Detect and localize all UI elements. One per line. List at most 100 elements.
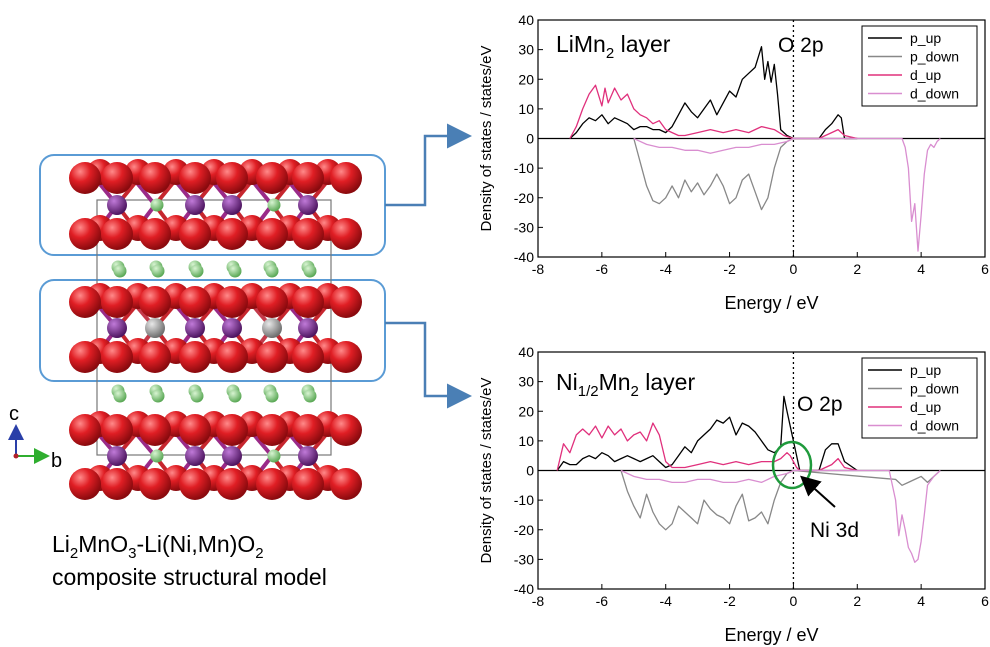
- manganese-atom: [185, 195, 205, 215]
- oxygen-atom: [179, 286, 211, 318]
- chart-title-ni-mn2: Ni1/2Mn2 layer: [556, 369, 695, 400]
- oxygen-atom: [69, 218, 101, 250]
- legend-label: p_down: [910, 49, 959, 65]
- lithium-atom: [190, 264, 204, 278]
- oxygen-atom: [69, 341, 101, 373]
- manganese-atom: [222, 318, 242, 338]
- x-tick-label: 2: [853, 593, 861, 609]
- legend-label: d_up: [910, 399, 941, 415]
- oxygen-atom: [101, 341, 133, 373]
- lithium-atom: [113, 264, 127, 278]
- x-tick-label: -4: [659, 261, 672, 277]
- series-line-d-up: [556, 422, 858, 472]
- oxygen-atom: [292, 341, 324, 373]
- legend-label: d_up: [910, 67, 941, 83]
- y-tick-label: 20: [518, 71, 534, 87]
- oxygen-atom: [292, 162, 324, 194]
- y-tick-label: 0: [526, 131, 534, 147]
- oxygen-atom: [139, 286, 171, 318]
- oxygen-atom: [101, 414, 133, 446]
- oxygen-atom: [216, 414, 248, 446]
- y-tick-label: 10: [518, 101, 534, 117]
- y-tick-label: -20: [514, 522, 534, 538]
- lithium-atom: [267, 449, 281, 463]
- chart-title-limn2: LiMn2 layer: [556, 31, 671, 62]
- x-axis-label: Energy / eV: [724, 293, 818, 313]
- manganese-atom: [107, 446, 127, 466]
- crystal-structure-model: [39, 154, 386, 500]
- oxygen-atom: [292, 414, 324, 446]
- series-line-d-up: [569, 84, 858, 140]
- manganese-atom: [185, 446, 205, 466]
- model-caption-formula: Li2MnO3-Li(Ni,Mn)O2: [52, 531, 264, 562]
- legend-box: [861, 357, 978, 439]
- oxygen-atom: [69, 414, 101, 446]
- oxygen-atom: [292, 468, 324, 500]
- legend-label: p_down: [910, 381, 959, 397]
- oxygen-atom: [69, 286, 101, 318]
- x-tick-label: -6: [596, 261, 609, 277]
- oxygen-atom: [292, 218, 324, 250]
- manganese-atom: [222, 446, 242, 466]
- manganese-atom: [107, 195, 127, 215]
- lithium-atom: [113, 389, 127, 403]
- series-line-d-down: [633, 137, 941, 252]
- x-axis-label: Energy / eV: [724, 625, 818, 645]
- lithium-atom: [303, 264, 317, 278]
- oxygen-atom: [139, 162, 171, 194]
- connector-arrow-top: [385, 123, 472, 207]
- oxygen-atom: [216, 341, 248, 373]
- lithium-atom: [228, 264, 242, 278]
- y-tick-label: 30: [518, 374, 534, 390]
- oxygen-atom: [330, 414, 362, 446]
- nickel-atom: [145, 318, 165, 338]
- oxygen-atom: [139, 341, 171, 373]
- oxygen-atom: [330, 341, 362, 373]
- manganese-atom: [298, 195, 318, 215]
- oxygen-atom: [256, 286, 288, 318]
- ni3d-callout-label: Ni 3d: [810, 519, 859, 542]
- y-tick-label: 10: [518, 433, 534, 449]
- y-axis-label: Density of states / states/eV: [478, 46, 495, 232]
- y-tick-label: -40: [514, 249, 534, 265]
- series-line-p-down: [620, 469, 941, 531]
- x-tick-label: -4: [659, 593, 672, 609]
- oxygen-atom: [330, 468, 362, 500]
- axis-indicator: c b: [8, 403, 62, 472]
- oxygen-atom: [101, 468, 133, 500]
- y-tick-label: 40: [518, 344, 534, 360]
- oxygen-atom: [216, 468, 248, 500]
- x-tick-label: -8: [532, 593, 545, 609]
- oxygen-atom: [256, 162, 288, 194]
- lithium-atom: [303, 389, 317, 403]
- oxygen-atom: [292, 286, 324, 318]
- nickel-atom: [262, 318, 282, 338]
- x-tick-label: 4: [917, 261, 925, 277]
- x-tick-label: 0: [790, 261, 798, 277]
- manganese-atom: [298, 446, 318, 466]
- oxygen-atom: [179, 162, 211, 194]
- legend-box: [861, 25, 978, 107]
- oxygen-atom: [216, 162, 248, 194]
- legend-label: p_up: [910, 30, 941, 46]
- oxygen-atom: [330, 162, 362, 194]
- oxygen-atom: [256, 218, 288, 250]
- axis-b-label: b: [51, 450, 62, 472]
- oxygen-atom: [216, 218, 248, 250]
- lithium-atom: [267, 198, 281, 212]
- model-caption-text: composite structural model: [52, 564, 327, 590]
- unit-cell-outline: [96, 199, 332, 456]
- oxygen-atom: [256, 468, 288, 500]
- oxygen-atom: [101, 162, 133, 194]
- x-tick-label: -2: [723, 261, 736, 277]
- legend-label: d_down: [910, 418, 959, 434]
- oxygen-atom: [216, 286, 248, 318]
- x-tick-label: 4: [917, 593, 925, 609]
- y-axis-label: Density of states / states/eV: [478, 378, 495, 564]
- o2p-annotation-ni-mn2: O 2p: [797, 393, 843, 416]
- x-tick-label: 0: [790, 593, 798, 609]
- x-tick-label: 6: [981, 593, 989, 609]
